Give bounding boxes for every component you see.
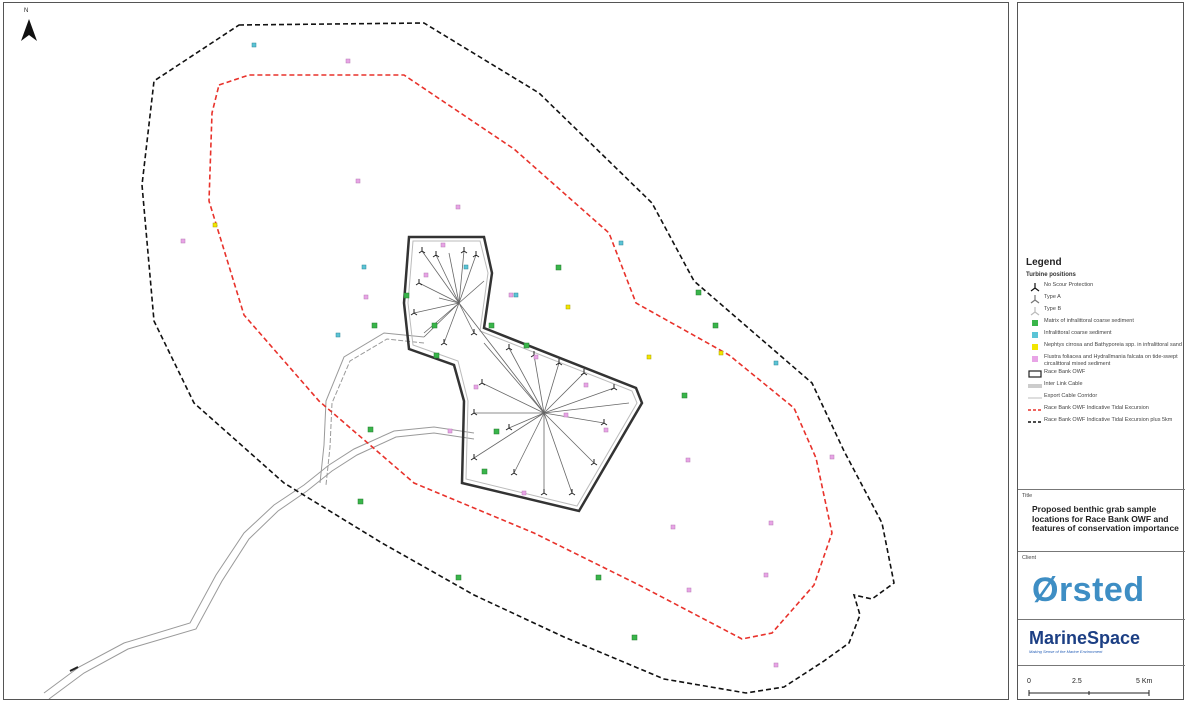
north-label: N xyxy=(24,8,29,14)
legend-item: No Scour Protection xyxy=(1026,282,1182,292)
north-arrow: N xyxy=(18,8,40,47)
turbine-icon xyxy=(1026,282,1044,292)
sample-points-cyan xyxy=(251,42,779,366)
cable-line-icon xyxy=(1026,381,1044,391)
legend-item: Race Bank OWF xyxy=(1026,369,1182,379)
legend-title: Legend xyxy=(1026,257,1062,268)
inter-link-tick xyxy=(69,666,79,672)
legend-item: Type B xyxy=(1026,306,1182,316)
cyan-square-icon xyxy=(1026,330,1044,340)
client-logo: Ørsted xyxy=(1032,571,1145,609)
consultant-divider xyxy=(1018,619,1185,620)
title-label: Title xyxy=(1022,493,1033,499)
scale-divider xyxy=(1018,665,1185,666)
scale-label-0: 0 xyxy=(1027,678,1031,685)
yellow-square-icon xyxy=(1026,342,1044,352)
map-frame[interactable]: N xyxy=(3,2,1009,700)
legend-item: Flustra foliacea and Hydrallmania falcat… xyxy=(1026,354,1182,367)
map-canvas[interactable] xyxy=(4,3,1008,699)
turbine-icon xyxy=(1026,294,1044,304)
pink-square-icon xyxy=(1026,354,1044,364)
legend-item: Infralittoral coarse sediment xyxy=(1026,330,1182,340)
client-divider xyxy=(1018,551,1185,552)
sample-points-green xyxy=(357,264,719,641)
sample-points-pink xyxy=(180,58,835,668)
client-label: Client xyxy=(1022,555,1037,561)
green-square-icon xyxy=(1026,318,1044,328)
tidal-excursion-boundary xyxy=(208,74,833,640)
scale-bar xyxy=(1028,690,1150,696)
black-dash-icon xyxy=(1026,417,1044,427)
race-bank-owf-boundary xyxy=(402,235,644,513)
legend-item: Inter Link Cable xyxy=(1026,381,1182,391)
red-dash-icon xyxy=(1026,405,1044,415)
sample-points-yellow xyxy=(212,222,724,360)
turbine-markers xyxy=(410,247,618,496)
boundary-box-icon xyxy=(1026,369,1044,379)
legend-item: Race Bank OWF Indicative Tidal Excursion… xyxy=(1026,417,1182,427)
scale-label-end: 5 Km xyxy=(1136,678,1153,685)
scale-label-mid: 2.5 xyxy=(1072,678,1082,685)
title-divider xyxy=(1018,489,1185,490)
legend-item: Type A xyxy=(1026,294,1182,304)
legend-list: No Scour Protection Type A Type B Matrix… xyxy=(1026,282,1182,429)
tidal-excursion-5km-boundary xyxy=(141,22,895,694)
corridor-line-icon xyxy=(1026,393,1044,403)
side-panel: Legend Turbine positions No Scour Protec… xyxy=(1017,2,1185,700)
legend-item: Export Cable Corridor xyxy=(1026,393,1182,403)
legend-item: Race Bank OWF Indicative Tidal Excursion xyxy=(1026,405,1182,415)
north-arrow-icon xyxy=(21,19,37,41)
export-cable-corridor xyxy=(43,332,475,699)
legend-subtitle: Turbine positions xyxy=(1026,272,1076,278)
consultant-tagline: Making Sense of the Marine Environment xyxy=(1029,649,1103,654)
inter-array-cables xyxy=(413,250,630,494)
turbine-icon xyxy=(1026,306,1044,316)
legend-item: Nephtys cirrosa and Bathyporeia spp. in … xyxy=(1026,342,1182,352)
legend-item: Matrix of infralittoral coarse sediment xyxy=(1026,318,1182,328)
consultant-logo: MarineSpace xyxy=(1029,628,1141,648)
map-title: Proposed benthic grab sample locations f… xyxy=(1032,504,1179,533)
